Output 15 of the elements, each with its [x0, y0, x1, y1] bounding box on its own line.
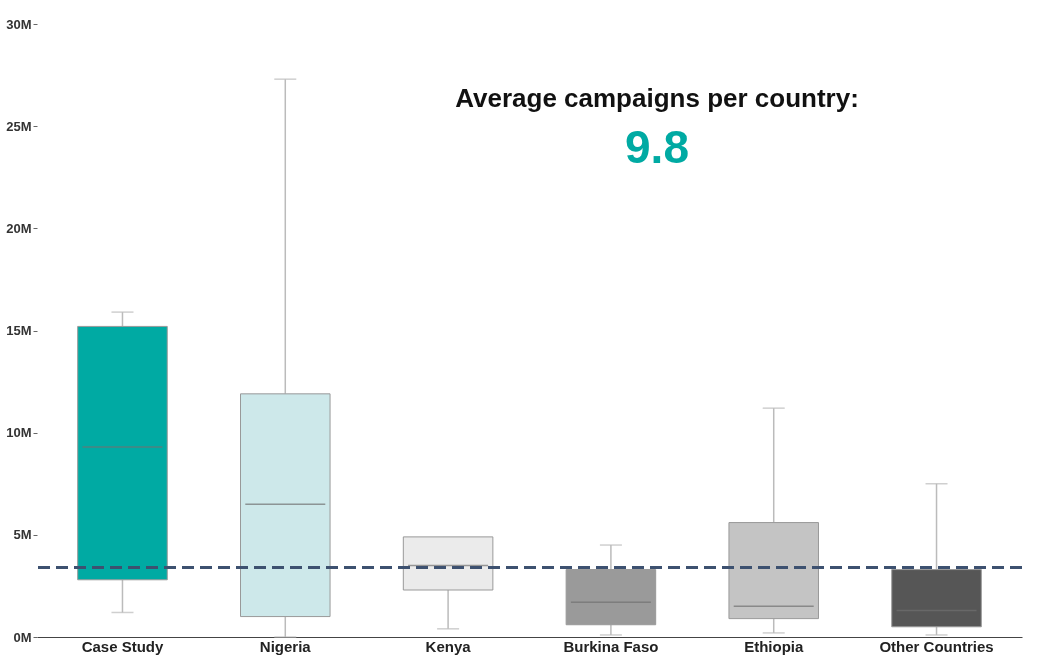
annotation: 9.8 [625, 121, 689, 173]
y-tick-label: 10M [6, 425, 32, 441]
x-tick-label: Nigeria [259, 637, 312, 655]
x-tick-label: Other Countries [879, 637, 994, 655]
y-tick-label: 0M [13, 629, 32, 645]
y-tick-label: 15M [6, 323, 32, 338]
y-tick-label: 20M [6, 220, 32, 236]
x-tick-label: Burkina Faso [563, 637, 659, 655]
y-tick-label: 25M [6, 118, 32, 134]
y-tick-label: 5M [13, 527, 32, 543]
annotation: Average campaigns per country: [455, 83, 859, 113]
x-tick-label: Case Study [81, 637, 164, 655]
x-tick-label: Kenya [425, 637, 472, 655]
y-tick-label: 30M [6, 16, 32, 32]
x-tick-label: Ethiopia [744, 637, 804, 655]
